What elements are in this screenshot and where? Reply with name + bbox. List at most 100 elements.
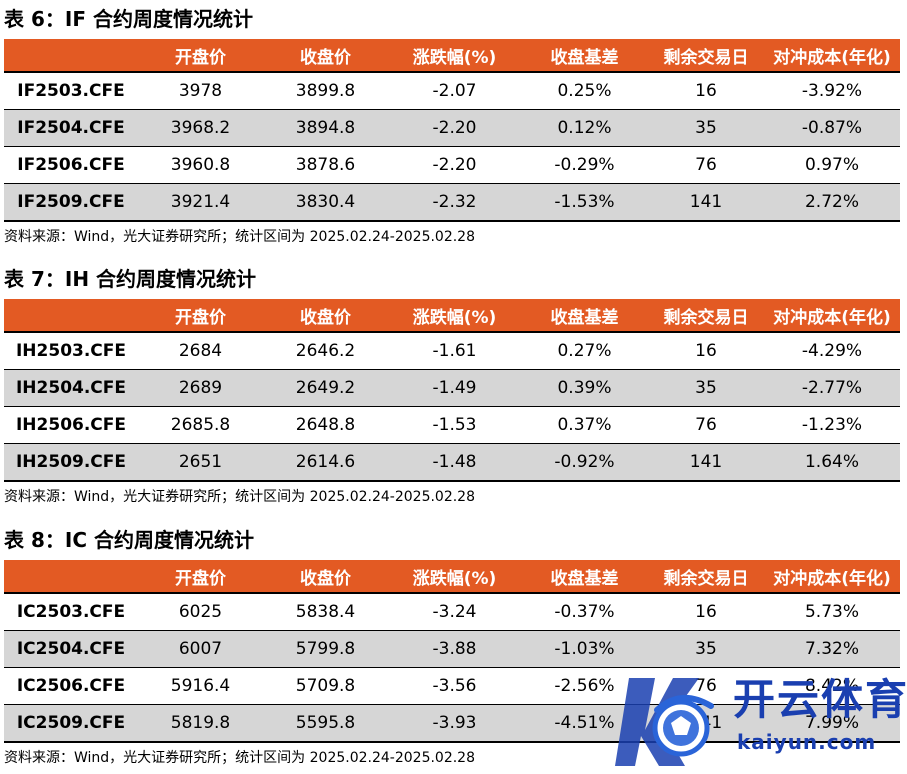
close-basis: 0.27% [521,331,648,370]
soccer-ball-k-logo-icon [615,678,714,766]
open-price: 3978 [138,71,263,110]
change-pct: -2.32 [388,183,521,222]
contract-table: 开盘价 收盘价 涨跌幅(%) 收盘基差 剩余交易日 对冲成本(年化) IC250… [4,560,900,743]
open-price: 6007 [138,630,263,668]
change-pct: -1.53 [388,406,521,444]
hedge-cost: 0.97% [764,146,900,184]
header-cost: 对冲成本(年化) [764,299,900,332]
close-basis: -1.53% [521,183,648,222]
table-row: IH2503.CFE 2684 2646.2 -1.61 0.27% 16 -4… [4,331,900,370]
table-title: 表 6：IF 合约周度情况统计 [4,7,253,31]
close-price: 2646.2 [263,331,388,370]
table-row: IH2509.CFE 2651 2614.6 -1.48 -0.92% 141 … [4,443,900,482]
close-price: 2614.6 [263,443,388,482]
table-row: IC2509.CFE 5819.8 5595.8 -3.93 -4.51% 14… [4,704,900,743]
remaining-days: 16 [648,71,764,110]
remaining-days: 76 [648,406,764,444]
close-price: 3899.8 [263,71,388,110]
watermark: 开云体育 kaiyun.com [615,670,907,770]
header-days: 剩余交易日 [648,560,764,593]
change-pct: -3.24 [388,592,521,631]
table-title: 表 8：IC 合约周度情况统计 [4,528,254,552]
table-row: IF2503.CFE 3978 3899.8 -2.07 0.25% 16 -3… [4,71,900,110]
remaining-days: 35 [648,369,764,407]
remaining-days: 35 [648,109,764,147]
open-price: 2651 [138,443,263,482]
table-row: IF2504.CFE 3968.2 3894.8 -2.20 0.12% 35 … [4,109,900,147]
watermark-name: 开云体育 [733,675,907,724]
hedge-cost: -0.87% [764,109,900,147]
contract-table: 开盘价 收盘价 涨跌幅(%) 收盘基差 剩余交易日 对冲成本(年化) IH250… [4,299,900,482]
header-basis: 收盘基差 [521,560,648,593]
remaining-days: 141 [648,183,764,222]
header-code [4,299,138,332]
contract-table: 开盘价 收盘价 涨跌幅(%) 收盘基差 剩余交易日 对冲成本(年化) IF250… [4,39,900,222]
table-row: IF2509.CFE 3921.4 3830.4 -2.32 -1.53% 14… [4,183,900,222]
open-price: 2689 [138,369,263,407]
header-days: 剩余交易日 [648,299,764,332]
contract-code: IF2509.CFE [4,183,138,222]
table-row: IH2506.CFE 2685.8 2648.8 -1.53 0.37% 76 … [4,406,900,444]
change-pct: -2.20 [388,109,521,147]
close-price: 3894.8 [263,109,388,147]
contract-code: IC2503.CFE [4,592,138,631]
open-price: 2685.8 [138,406,263,444]
close-basis: -0.37% [521,592,648,631]
close-basis: -2.56% [521,667,648,705]
header-cost: 对冲成本(年化) [764,560,900,593]
header-close: 收盘价 [263,299,388,332]
source-note: 资料来源：Wind，光大证券研究所；统计区间为 2025.02.24-2025.… [4,489,476,505]
header-close: 收盘价 [263,560,388,593]
header-basis: 收盘基差 [521,39,648,72]
open-price: 3921.4 [138,183,263,222]
header-code [4,39,138,72]
change-pct: -2.07 [388,71,521,110]
header-days: 剩余交易日 [648,39,764,72]
contract-code: IF2506.CFE [4,146,138,184]
close-price: 3830.4 [263,183,388,222]
close-price: 3878.6 [263,146,388,184]
header-cost: 对冲成本(年化) [764,39,900,72]
open-price: 2684 [138,331,263,370]
change-pct: -1.49 [388,369,521,407]
open-price: 3960.8 [138,146,263,184]
close-price: 5799.8 [263,630,388,668]
contract-code: IC2504.CFE [4,630,138,668]
close-price: 5838.4 [263,592,388,631]
table-row: IF2506.CFE 3960.8 3878.6 -2.20 -0.29% 76… [4,146,900,184]
table-row: IH2504.CFE 2689 2649.2 -1.49 0.39% 35 -2… [4,369,900,407]
hedge-cost: 5.73% [764,592,900,631]
hedge-cost: -3.92% [764,71,900,110]
watermark-url: kaiyun.com [737,730,877,754]
contract-code: IH2506.CFE [4,406,138,444]
change-pct: -3.88 [388,630,521,668]
open-price: 5819.8 [138,704,263,743]
open-price: 5916.4 [138,667,263,705]
hedge-cost: 2.72% [764,183,900,222]
close-price: 2648.8 [263,406,388,444]
remaining-days: 16 [648,592,764,631]
close-price: 5595.8 [263,704,388,743]
header-close: 收盘价 [263,39,388,72]
open-price: 6025 [138,592,263,631]
close-basis: 0.25% [521,71,648,110]
change-pct: -1.61 [388,331,521,370]
header-open: 开盘价 [138,299,263,332]
table-header-row: 开盘价 收盘价 涨跌幅(%) 收盘基差 剩余交易日 对冲成本(年化) [4,39,900,72]
hedge-cost: 7.99% [764,704,900,743]
header-change: 涨跌幅(%) [388,560,521,593]
remaining-days: 16 [648,331,764,370]
remaining-days: 141 [648,443,764,482]
table-row: IC2504.CFE 6007 5799.8 -3.88 -1.03% 35 7… [4,630,900,668]
contract-code: IC2506.CFE [4,667,138,705]
close-basis: 0.37% [521,406,648,444]
close-basis: -0.29% [521,146,648,184]
contract-code: IH2509.CFE [4,443,138,482]
remaining-days: 35 [648,630,764,668]
header-change: 涨跌幅(%) [388,39,521,72]
table-row: IC2503.CFE 6025 5838.4 -3.24 -0.37% 16 5… [4,592,900,631]
hedge-cost: -2.77% [764,369,900,407]
remaining-days: 76 [648,146,764,184]
close-basis: -0.92% [521,443,648,482]
change-pct: -2.20 [388,146,521,184]
